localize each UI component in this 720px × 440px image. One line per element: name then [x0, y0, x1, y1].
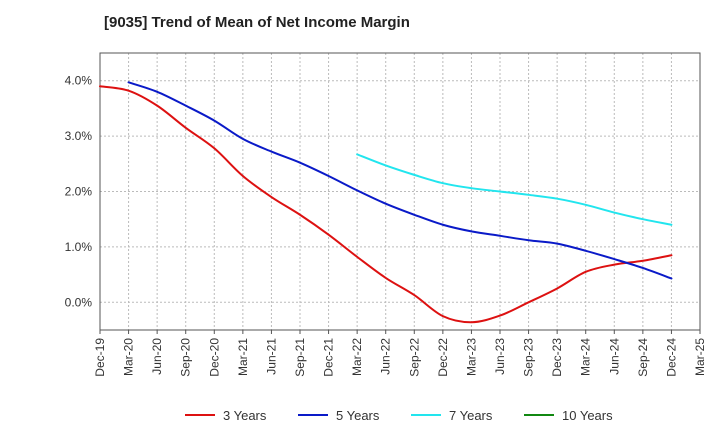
y-tick-label: 0.0%: [65, 295, 93, 309]
x-tick-label: Mar-22: [350, 338, 364, 376]
x-tick-label: Sep-23: [522, 338, 536, 377]
x-tick-label: Dec-20: [207, 338, 221, 377]
x-tick-label: Dec-19: [93, 338, 107, 377]
legend-label-7-years: 7 Years: [449, 408, 493, 423]
x-tick-label: Dec-23: [550, 338, 564, 377]
series-line-3-years: [99, 85, 673, 324]
x-tick-label: Jun-20: [150, 338, 164, 375]
x-tick-label: Dec-21: [322, 338, 336, 377]
x-tick-label: Mar-25: [693, 338, 707, 376]
x-tick-label: Jun-22: [379, 338, 393, 375]
x-tick-label: Sep-21: [293, 338, 307, 377]
legend-label-3-years: 3 Years: [223, 408, 267, 423]
y-tick-label: 3.0%: [65, 129, 93, 143]
x-tick-label: Sep-20: [179, 338, 193, 377]
x-tick-label: Dec-24: [664, 338, 678, 377]
x-tick-label: Mar-21: [236, 338, 250, 376]
y-tick-label: 1.0%: [65, 240, 93, 254]
x-tick-label: Dec-22: [436, 338, 450, 377]
x-tick-label: Mar-24: [579, 338, 593, 376]
plot-border: [99, 52, 701, 331]
x-tick-label: Jun-23: [493, 338, 507, 375]
x-tick-label: Jun-21: [264, 338, 278, 375]
y-tick-label: 2.0%: [65, 185, 93, 199]
series-line-7-years: [356, 153, 673, 226]
legend-label-5-years: 5 Years: [336, 408, 380, 423]
x-tick-label: Sep-24: [636, 338, 650, 377]
x-tick-label: Mar-23: [464, 338, 478, 376]
x-tick-label: Jun-24: [607, 338, 621, 375]
chart-title: [9035] Trend of Mean of Net Income Margi…: [104, 14, 410, 31]
x-tick-label: Mar-20: [122, 338, 136, 376]
x-tick-label: Sep-22: [407, 338, 421, 377]
legend-label-10-years: 10 Years: [562, 408, 613, 423]
y-tick-label: 4.0%: [65, 74, 93, 88]
series-line-5-years: [127, 81, 673, 280]
